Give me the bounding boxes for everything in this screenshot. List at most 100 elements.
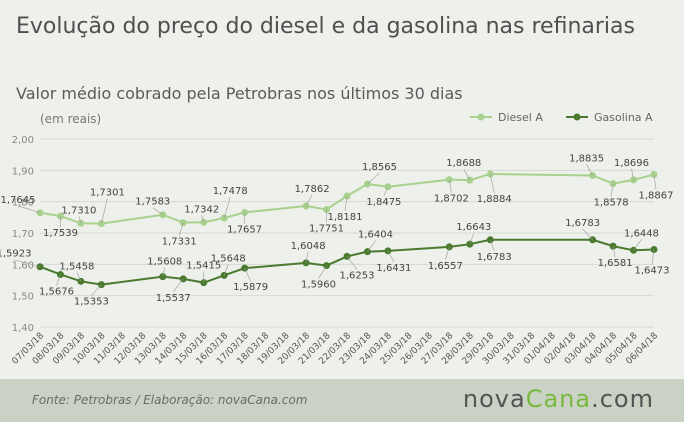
gasolina-data-label: 1,6557 <box>428 261 463 272</box>
label-leader <box>173 278 184 293</box>
label-leader <box>463 168 471 181</box>
y-tick-label: 1,40 <box>12 323 34 334</box>
gasolina-data-label: 1,6253 <box>340 270 375 281</box>
label-leader <box>305 194 313 207</box>
label-leader <box>367 240 376 252</box>
label-leader <box>223 264 229 276</box>
legend-label: Gasolina A <box>594 111 653 124</box>
gasolina-data-label: 1,5923 <box>0 249 32 260</box>
y-tick-label: 1,80 <box>12 198 34 209</box>
source-note: Fonte: Petrobras / Elaboração: novaCana.… <box>32 393 308 407</box>
label-leader <box>17 205 41 214</box>
diesel-data-label: 1,7301 <box>90 188 125 199</box>
label-leader <box>178 222 184 236</box>
label-leader <box>586 164 593 176</box>
label-leader <box>633 239 642 251</box>
gasolina-data-label: 1,5608 <box>147 257 182 268</box>
brand-main: Cana <box>525 385 592 413</box>
label-leader <box>610 183 614 197</box>
label-leader <box>449 179 452 193</box>
label-leader <box>162 267 166 277</box>
gasolina-data-label: 1,5537 <box>156 293 191 304</box>
label-leader <box>318 265 327 279</box>
label-leader <box>201 215 205 223</box>
diesel-data-label: 1,8884 <box>477 194 512 205</box>
diesel-data-label: 1,7331 <box>162 237 197 248</box>
y-tick-label: 1,90 <box>12 166 34 177</box>
gasolina-data-label: 1,6404 <box>358 230 393 241</box>
y-tick-label: 1,50 <box>12 292 34 303</box>
y-tick-label: 1,60 <box>12 260 34 271</box>
brand-prefix: nova <box>462 385 526 413</box>
label-leader <box>387 250 395 262</box>
gasolina-data-label: 1,6581 <box>598 258 633 269</box>
diesel-data-label: 1,7478 <box>213 186 248 197</box>
label-leader <box>631 168 634 180</box>
gasolina-data-label: 1,5415 <box>186 261 221 272</box>
series-layer: 1,7645 1,7539 1,7310 1,7301 1,7583 1,7331 1,73… <box>0 154 674 308</box>
diesel-data-label: 1,8475 <box>366 197 401 208</box>
legend-item-gasolina: Gasolina A <box>566 111 653 124</box>
diesel-data-label: 1,8688 <box>446 158 481 169</box>
diesel-data-label: 1,8835 <box>569 154 604 165</box>
label-leader <box>346 256 358 270</box>
diesel-data-label: 1,8578 <box>594 198 629 209</box>
y-tick-label: 1,70 <box>12 229 34 240</box>
gasolina-data-label: 1,5879 <box>233 282 268 293</box>
label-leader <box>244 267 251 282</box>
gasolina-data-label: 1,5676 <box>39 286 74 297</box>
label-leader <box>223 196 231 219</box>
label-leader <box>91 284 102 296</box>
gasolina-data-label: 1,6448 <box>624 228 659 239</box>
diesel-data-label: 1,7751 <box>309 223 344 234</box>
gasolina-data-label: 1,6643 <box>456 222 491 233</box>
label-leader <box>13 259 41 268</box>
diesel-data-label: 1,7310 <box>61 205 96 216</box>
gasolina-data-label: 1,6473 <box>635 266 670 277</box>
label-leader <box>582 228 593 241</box>
unit-note: (em reais) <box>40 112 102 126</box>
chart-subtitle: Valor médio cobrado pela Petrobras nos ú… <box>16 84 463 103</box>
label-leader <box>612 246 616 258</box>
legend-item-diesel: Diesel A <box>470 111 543 124</box>
series-gasolina: 1,5923 1,5676 1,5458 1,5353 1,5608 1,5537 1,54… <box>0 218 670 308</box>
diesel-data-label: 1,7645 <box>1 195 36 206</box>
y-axis: 2,00 1,90 1,80 1,70 1,60 1,50 1,40 <box>12 135 34 334</box>
footer: Fonte: Petrobras / Elaboração: novaCana.… <box>0 379 684 422</box>
gridlines <box>40 138 654 328</box>
gasolina-data-label: 1,5353 <box>74 297 109 308</box>
diesel-data-label: 1,7342 <box>184 204 219 215</box>
brand-suffix: .com <box>591 385 654 413</box>
label-leader <box>445 246 450 260</box>
diesel-data-label: 1,8565 <box>362 162 397 173</box>
gasolina-data-label: 1,6783 <box>565 218 600 229</box>
x-axis: 07/03/1808/03/1809/03/1810/03/1811/03/18… <box>10 331 660 367</box>
y-tick-label: 2,00 <box>12 135 34 146</box>
gasolina-data-label: 1,6048 <box>291 241 326 252</box>
diesel-data-label: 1,8867 <box>639 191 674 202</box>
label-leader <box>469 233 475 245</box>
gasolina-data-label: 1,5648 <box>211 253 246 264</box>
label-leader <box>489 173 495 194</box>
label-leader <box>152 207 163 215</box>
diesel-data-label: 1,7539 <box>43 228 78 239</box>
label-leader <box>305 251 309 263</box>
label-leader <box>344 195 348 212</box>
diesel-data-label: 1,7583 <box>135 197 170 208</box>
label-leader <box>383 186 389 196</box>
legend-label: Diesel A <box>498 111 543 124</box>
diesel-data-label: 1,7862 <box>295 184 330 195</box>
label-leader <box>653 174 657 190</box>
diesel-data-label: 1,8181 <box>328 212 363 223</box>
label-leader <box>78 216 82 224</box>
label-leader <box>489 239 495 251</box>
gasolina-data-label: 1,5960 <box>301 280 336 291</box>
label-leader <box>76 272 82 282</box>
series-diesel: 1,7645 1,7539 1,7310 1,7301 1,7583 1,7331 1,73… <box>1 154 674 248</box>
label-leader <box>367 172 380 185</box>
diesel-data-label: 1,8702 <box>434 194 469 205</box>
label-leader <box>56 274 61 286</box>
brand-logo: novaCana.com <box>463 385 654 413</box>
diesel-data-label: 1,7657 <box>227 224 262 235</box>
chart-title: Evolução do preço do diesel e da gasolin… <box>16 14 635 39</box>
